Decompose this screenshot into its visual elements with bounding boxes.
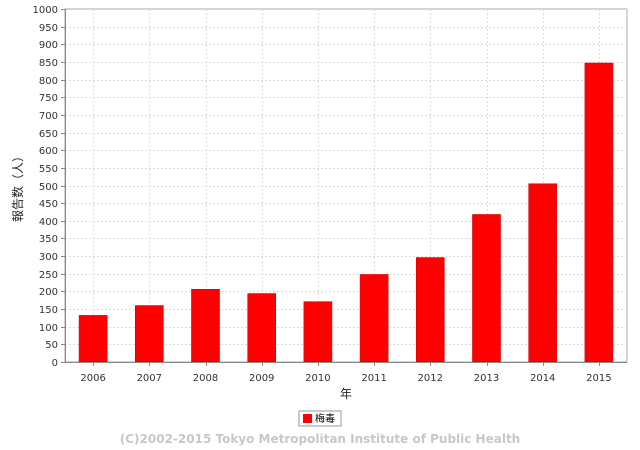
bars <box>78 62 614 363</box>
legend-label: 梅毒 <box>315 412 335 425</box>
x-tick-label: 2006 <box>80 373 105 384</box>
y-tick-label: 1000 <box>33 5 58 16</box>
bar-2008 <box>191 289 220 363</box>
y-tick-label: 300 <box>39 252 58 263</box>
x-tick-label: 2015 <box>586 373 611 384</box>
y-tick-label: 550 <box>39 164 58 175</box>
x-tick-label: 2011 <box>361 373 386 384</box>
copyright-text: (C)2002-2015 Tokyo Metropolitan Institut… <box>120 432 520 446</box>
x-tick-label: 2008 <box>193 373 218 384</box>
y-tick-label: 150 <box>39 305 58 316</box>
legend-swatch <box>303 414 312 423</box>
bar-2010 <box>303 301 333 363</box>
axes <box>61 9 627 366</box>
y-tick-labels: 0 50 100 150 200 250 300 350 400 450 500 550 600 650 7… <box>33 5 58 369</box>
y-axis-title: 報告数（人） <box>10 150 25 222</box>
x-axis-title: 年 <box>340 387 352 401</box>
y-tick-label: 350 <box>39 234 58 245</box>
y-tick-label: 50 <box>45 340 58 351</box>
x-tick-label: 2009 <box>249 373 274 384</box>
x-tick-label: 2013 <box>474 373 499 384</box>
x-tick-label: 2012 <box>418 373 443 384</box>
y-tick-label: 100 <box>39 323 58 334</box>
bar-2011 <box>359 274 389 363</box>
y-tick-label: 900 <box>39 40 58 51</box>
y-tick-label: 850 <box>39 58 58 69</box>
y-tick-label: 0 <box>52 358 58 369</box>
x-tick-labels: 2006 2007 2008 2009 2010 2011 2012 2013 2014 2015 <box>80 373 611 384</box>
bar-2015 <box>584 62 614 363</box>
y-tick-label: 950 <box>39 23 58 34</box>
y-tick-label: 650 <box>39 129 58 140</box>
x-tick-label: 2010 <box>305 373 330 384</box>
y-tick-label: 200 <box>39 287 58 298</box>
y-tick-label: 600 <box>39 146 58 157</box>
bar-2009 <box>247 293 276 363</box>
y-tick-label: 500 <box>39 182 58 193</box>
y-tick-label: 450 <box>39 199 58 210</box>
x-tick-label: 2007 <box>137 373 162 384</box>
bar-2012 <box>416 257 445 363</box>
y-tick-label: 400 <box>39 217 58 228</box>
y-tick-label: 250 <box>39 270 58 281</box>
x-tick-label: 2014 <box>530 373 555 384</box>
y-tick-label: 700 <box>39 111 58 122</box>
y-tick-label: 800 <box>39 76 58 87</box>
legend: 梅毒 <box>298 410 342 427</box>
bar-2007 <box>135 305 164 363</box>
y-tick-label: 750 <box>39 93 58 104</box>
bar-2014 <box>528 183 558 363</box>
bar-2013 <box>472 214 501 363</box>
bar-2006 <box>78 315 108 363</box>
